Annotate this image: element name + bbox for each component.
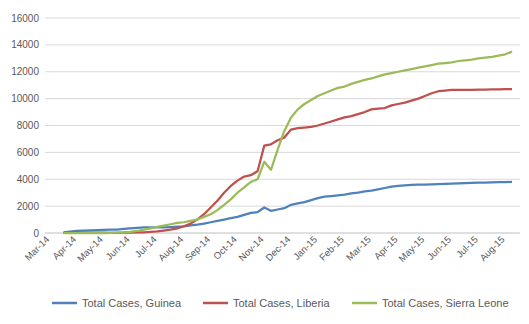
y-tick-label: 4000 <box>17 174 40 185</box>
legend-label: Total Cases, Liberia <box>233 297 330 309</box>
y-tick-label: 8000 <box>17 120 40 131</box>
grid-line <box>45 18 520 19</box>
x-tick-label: Jun-14 <box>103 234 131 262</box>
x-tick-label: Aug-14 <box>156 234 185 263</box>
legend-swatch <box>52 302 77 305</box>
x-tick-label: Oct-14 <box>211 234 239 262</box>
grid-line <box>45 98 520 99</box>
grid-line <box>45 71 520 72</box>
legend-label: Total Cases, Sierra Leone <box>382 297 509 309</box>
x-tick-label: Jun-15 <box>425 234 453 262</box>
x-tick-label: Aug-15 <box>477 234 506 263</box>
legend-swatch <box>203 302 228 305</box>
grid-line <box>45 44 520 45</box>
y-tick-label: 0 <box>33 228 39 239</box>
x-tick-label: Mar-15 <box>344 234 373 263</box>
series-line <box>63 89 512 233</box>
chart: 0 2000 4000 6000 8000 10000 12000 14000 16000 Mar… <box>0 0 529 324</box>
y-tick-label: 14000 <box>11 39 39 50</box>
series-line <box>63 182 512 232</box>
grid-line <box>45 206 520 207</box>
x-tick-label: Mar-14 <box>22 234 51 263</box>
y-tick-label: 6000 <box>17 147 40 158</box>
legend-swatch <box>352 302 377 305</box>
x-tick-label: Apr-15 <box>372 234 400 262</box>
x-tick-label: Feb-15 <box>317 234 346 263</box>
y-tick-label: 2000 <box>17 201 40 212</box>
x-tick-label: Nov-14 <box>236 234 265 263</box>
x-tick-label: Apr-14 <box>50 234 78 262</box>
grid-line <box>45 125 520 126</box>
grid-line <box>45 179 520 180</box>
x-tick-label: Jan-15 <box>291 234 319 262</box>
x-tick-label: Dec-14 <box>263 234 292 263</box>
x-tick-label: May-14 <box>75 234 105 264</box>
legend-label: Total Cases, Guinea <box>82 297 182 309</box>
x-tick-label: May-15 <box>396 234 426 264</box>
x-tick-label: Jul-14 <box>132 234 158 260</box>
x-tick-label: Sep-14 <box>183 234 212 263</box>
series-line <box>63 52 512 233</box>
x-tick-label: Jul-15 <box>454 234 480 260</box>
y-tick-label: 10000 <box>11 93 39 104</box>
grid-line <box>45 152 520 153</box>
y-tick-label: 12000 <box>11 66 39 77</box>
series-group <box>63 52 512 233</box>
y-tick-label: 16000 <box>11 13 39 24</box>
